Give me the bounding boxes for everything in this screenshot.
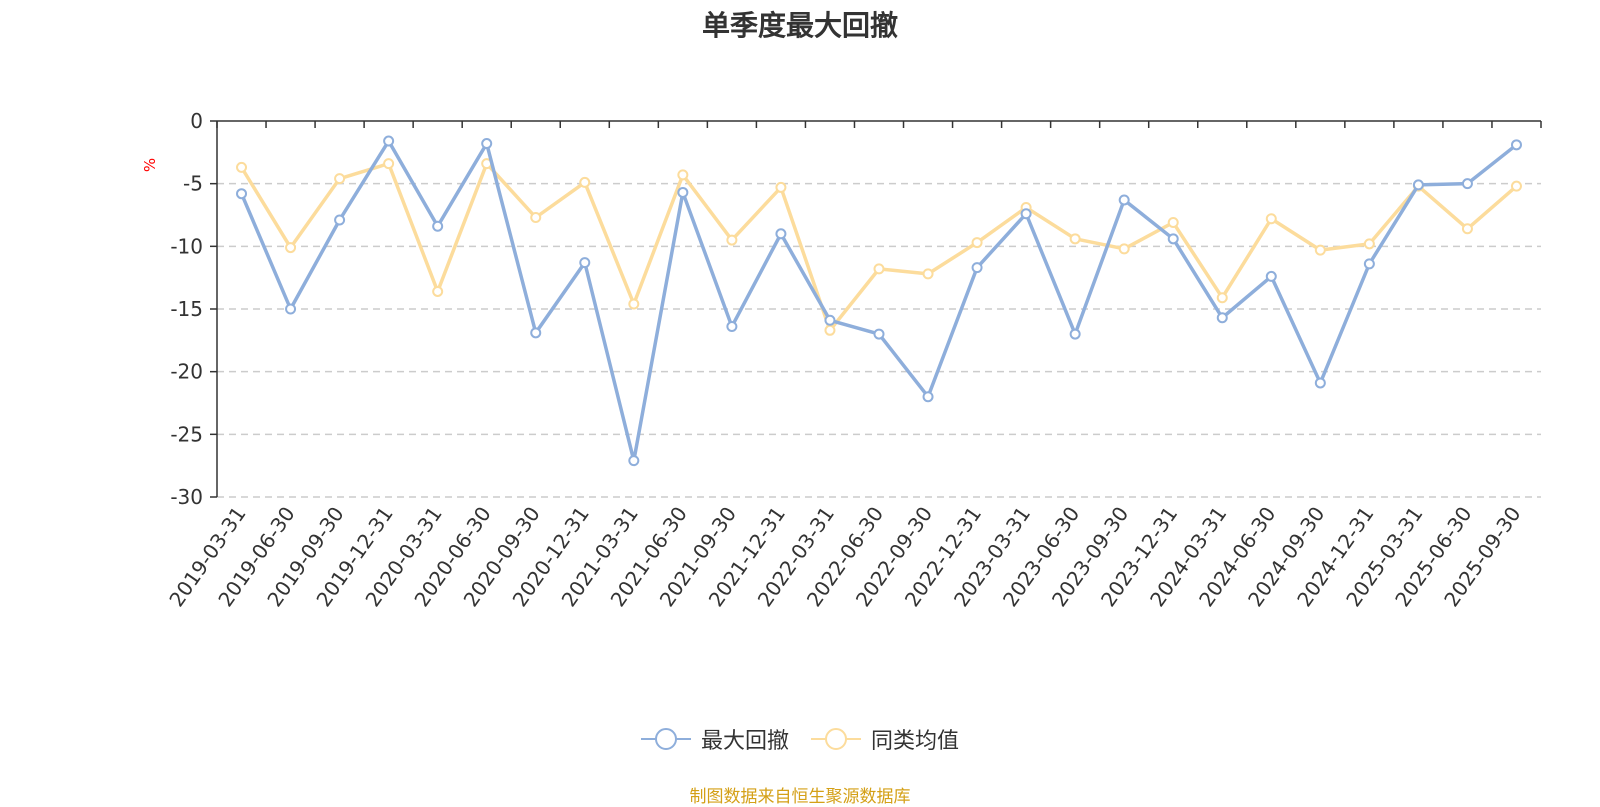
data-point xyxy=(1167,217,1179,229)
legend-swatch-icon xyxy=(811,728,861,750)
y-tick-label: -30 xyxy=(170,485,203,509)
data-point xyxy=(383,135,395,147)
data-point xyxy=(971,262,983,274)
data-point xyxy=(1118,194,1130,206)
legend-label: 同类均值 xyxy=(871,729,960,754)
data-point xyxy=(481,138,493,150)
data-point xyxy=(1118,243,1130,255)
data-point xyxy=(726,234,738,246)
data-point xyxy=(922,391,934,403)
data-point xyxy=(726,321,738,333)
data-point xyxy=(530,212,542,224)
data-point xyxy=(1265,270,1277,282)
y-tick-label: -10 xyxy=(170,234,203,258)
legend-swatch-icon xyxy=(640,728,691,750)
data-point xyxy=(579,257,591,269)
data-point xyxy=(1510,139,1522,151)
data-point xyxy=(628,298,640,310)
data-point xyxy=(236,188,248,200)
y-tick-label: -5 xyxy=(183,172,203,196)
data-point xyxy=(873,263,885,275)
data-point xyxy=(579,176,591,188)
data-point xyxy=(285,303,297,315)
data-point xyxy=(334,214,346,226)
data-point xyxy=(1020,208,1032,220)
data-point xyxy=(334,173,346,185)
data-point xyxy=(383,158,395,170)
legend-label: 最大回撤 xyxy=(700,729,789,754)
data-point xyxy=(628,455,640,467)
legend-item-1[interactable]: 同类均值 xyxy=(811,723,959,755)
data-point xyxy=(677,186,689,198)
data-point xyxy=(285,242,297,254)
data-point xyxy=(824,314,836,326)
source-note: 制图数据来自恒生聚源数据库 xyxy=(689,787,911,807)
data-point xyxy=(1314,377,1326,389)
data-point xyxy=(1167,233,1179,245)
y-tick-label: -15 xyxy=(170,297,203,321)
data-point xyxy=(775,228,787,240)
y-tick-label: 0 xyxy=(190,109,203,133)
data-point xyxy=(1069,328,1081,340)
data-point xyxy=(1363,258,1375,270)
series-lines xyxy=(236,135,1522,467)
data-point xyxy=(1314,244,1326,256)
data-point xyxy=(775,181,787,193)
legend-item-0[interactable]: 最大回撤 xyxy=(640,723,789,755)
data-point xyxy=(1461,223,1473,235)
grid-lines xyxy=(217,182,1541,498)
data-point xyxy=(1265,213,1277,225)
data-point xyxy=(1510,180,1522,192)
data-point xyxy=(677,169,689,181)
data-point xyxy=(1216,312,1228,324)
series-line-0 xyxy=(239,139,1518,463)
data-point xyxy=(432,285,444,297)
data-point xyxy=(971,237,983,249)
y-tick-label: -20 xyxy=(170,360,203,384)
data-point xyxy=(1216,292,1228,304)
data-point xyxy=(432,220,444,232)
data-point xyxy=(1069,233,1081,245)
data-point xyxy=(873,328,885,340)
data-point xyxy=(922,268,934,280)
legend: 最大回撤 同类均值 xyxy=(0,723,1600,755)
y-axis-unit-label: % xyxy=(141,158,159,172)
data-point xyxy=(236,161,248,173)
data-point xyxy=(1461,178,1473,190)
legend-swatch-circle xyxy=(654,728,677,750)
legend-swatch-circle xyxy=(825,728,847,750)
chart-title: 单季度最大回撤 xyxy=(701,9,898,42)
data-point xyxy=(1363,238,1375,250)
data-point xyxy=(1412,179,1424,191)
y-tick-label: -25 xyxy=(170,422,203,446)
data-point xyxy=(530,327,542,339)
data-point xyxy=(824,324,836,336)
